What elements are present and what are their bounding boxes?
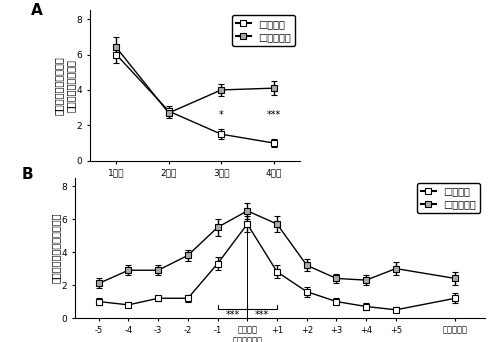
Y-axis label: 各々の穴を視き込んだ回数: 各々の穴を視き込んだ回数 — [50, 213, 60, 283]
Text: *: * — [219, 110, 224, 120]
Text: B: B — [22, 167, 34, 182]
Text: A: A — [31, 3, 43, 18]
Y-axis label: 隠れ笱の付いていない
穴を視き込んだ回数: 隠れ笱の付いていない 穴を視き込んだ回数 — [54, 56, 75, 115]
X-axis label: 訓練日数: 訓練日数 — [183, 183, 207, 193]
Text: ***: *** — [255, 310, 270, 320]
Legend: □；正常, □；モデル: □；正常, □；モデル — [418, 183, 480, 213]
Legend: □；正常, □；モデル: □；正常, □；モデル — [232, 15, 295, 46]
Text: ***: *** — [266, 110, 281, 120]
Text: ***: *** — [226, 310, 239, 320]
